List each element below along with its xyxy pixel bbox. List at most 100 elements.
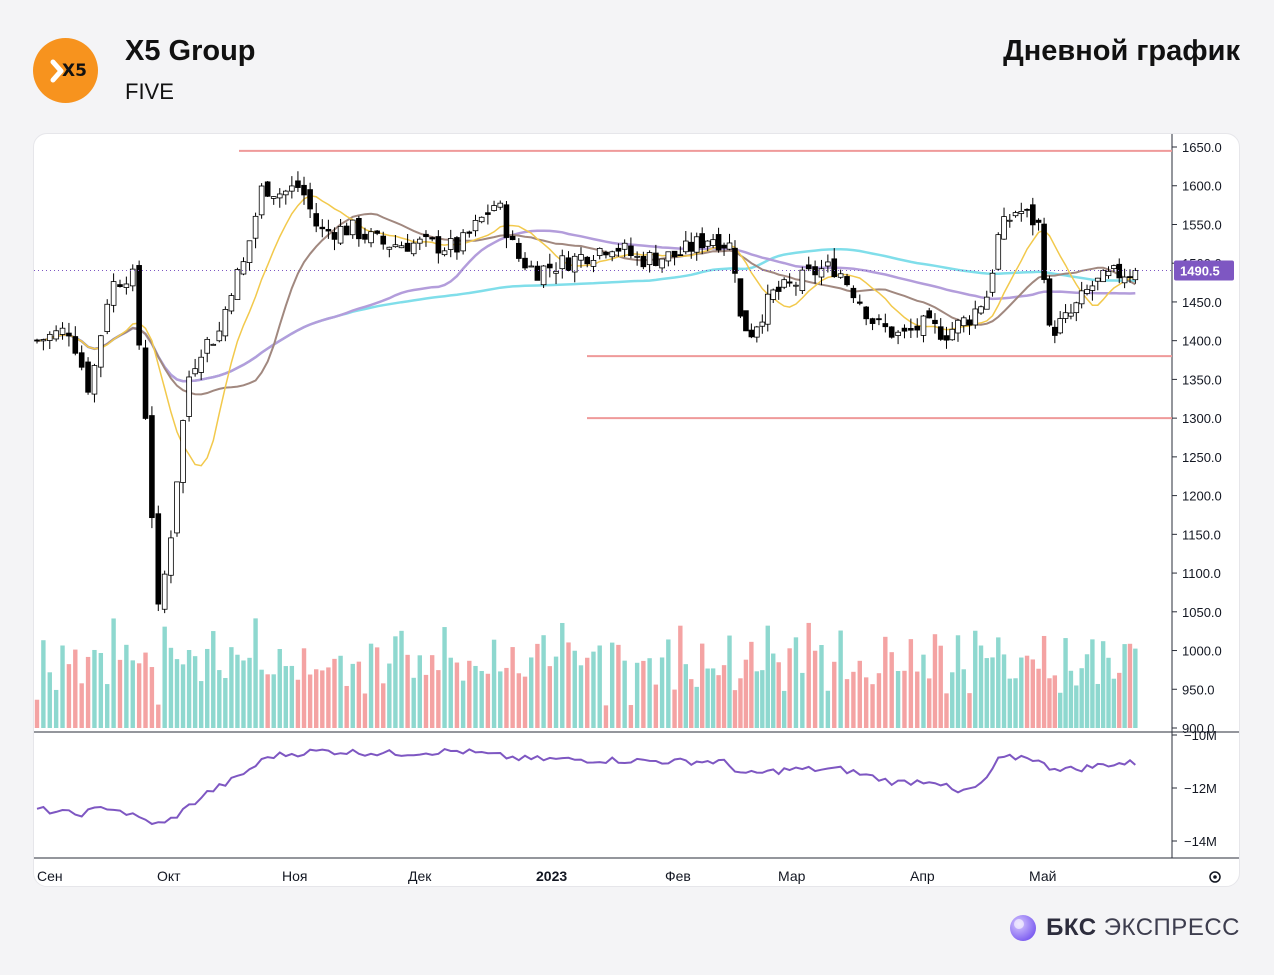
volume-bar bbox=[876, 673, 882, 728]
candle-body bbox=[362, 233, 368, 240]
volume-bar bbox=[832, 661, 837, 728]
last-price-badge bbox=[1174, 260, 1234, 281]
candle-body bbox=[949, 328, 956, 341]
volume-bar bbox=[541, 635, 546, 728]
candle-body bbox=[155, 513, 162, 605]
volume-bar bbox=[92, 649, 97, 728]
candle-body bbox=[646, 252, 653, 266]
candle-body bbox=[1132, 270, 1139, 281]
volume-bar bbox=[105, 684, 110, 728]
settings-gear-center[interactable] bbox=[1213, 875, 1217, 879]
candle-body bbox=[805, 264, 812, 270]
header: X5 X5 Group FIVE Дневной график bbox=[0, 0, 1274, 130]
y-tick-label: 1200.0 bbox=[1182, 489, 1222, 504]
volume-bar bbox=[678, 625, 683, 728]
volume-bar bbox=[356, 661, 362, 728]
candle-body bbox=[368, 231, 374, 244]
candle-body bbox=[1024, 208, 1030, 211]
volume-bar bbox=[1036, 668, 1041, 728]
candle-body bbox=[715, 234, 722, 251]
candle-body bbox=[863, 306, 869, 320]
y-tick-label: 1250.0 bbox=[1182, 450, 1222, 465]
candle-body bbox=[754, 326, 760, 338]
volume-bar bbox=[205, 648, 210, 728]
volume-bar bbox=[793, 637, 799, 728]
candle-body bbox=[571, 255, 578, 273]
volume-bar bbox=[307, 674, 313, 728]
volume-bar bbox=[217, 670, 222, 728]
candle-body bbox=[596, 247, 603, 256]
chart-panel[interactable]: 1650.01600.01550.01500.01450.01400.01350… bbox=[33, 133, 1240, 887]
candle-body bbox=[337, 225, 344, 244]
volume-bar bbox=[863, 677, 869, 728]
volume-bar bbox=[967, 693, 972, 728]
candle-body bbox=[180, 420, 186, 483]
candle-body bbox=[1089, 285, 1096, 291]
volume-bar bbox=[710, 668, 716, 728]
y-tick-label: 950.0 bbox=[1182, 682, 1215, 697]
candle-body bbox=[943, 335, 950, 341]
volume-bar bbox=[1074, 685, 1079, 728]
candle-body bbox=[168, 537, 174, 576]
volume-bar bbox=[672, 689, 677, 728]
volume-bar bbox=[743, 659, 749, 728]
volume-bar bbox=[326, 667, 331, 728]
volume-bar bbox=[1068, 670, 1074, 728]
candle-body bbox=[743, 310, 749, 332]
candle-body bbox=[78, 352, 85, 368]
volume-bar bbox=[381, 683, 386, 728]
candle-body bbox=[688, 241, 695, 252]
volume-bar bbox=[485, 673, 491, 728]
candle-body bbox=[937, 326, 944, 340]
candle-body bbox=[491, 205, 497, 211]
volume-bar bbox=[1100, 641, 1106, 728]
volume-bar bbox=[295, 679, 301, 728]
candle-body bbox=[856, 301, 863, 304]
candle-body bbox=[174, 481, 180, 534]
volume-bar bbox=[978, 645, 984, 728]
volume-bar bbox=[136, 663, 142, 728]
candle-body bbox=[349, 219, 356, 236]
candle-body bbox=[1111, 265, 1117, 269]
settings-gear-icon[interactable] bbox=[1209, 871, 1221, 883]
volume-bar bbox=[168, 647, 174, 728]
candle-body bbox=[516, 242, 522, 259]
candle-body bbox=[404, 242, 411, 252]
candle-body bbox=[732, 247, 738, 274]
volume-bar bbox=[198, 681, 204, 728]
candle-body bbox=[392, 244, 399, 248]
volume-bar bbox=[800, 672, 805, 728]
candle-body bbox=[966, 319, 973, 326]
candle-body bbox=[276, 193, 283, 199]
candle-body bbox=[609, 251, 615, 258]
volume-bar bbox=[547, 666, 552, 728]
candle-body bbox=[460, 232, 466, 252]
candle-body bbox=[319, 226, 326, 230]
volume-bar bbox=[1047, 678, 1052, 728]
candle-body bbox=[1018, 211, 1025, 214]
candle-body bbox=[1030, 204, 1036, 226]
price-chart[interactable]: 1650.01600.01550.01500.01450.01400.01350… bbox=[34, 134, 1239, 886]
candle-body bbox=[1068, 312, 1074, 317]
candle-body bbox=[478, 216, 485, 223]
volume-bar bbox=[362, 693, 368, 728]
volume-bar bbox=[98, 652, 104, 728]
candle-body bbox=[210, 343, 217, 346]
candle-body bbox=[447, 238, 454, 250]
volume-bar bbox=[578, 665, 584, 728]
candle-body bbox=[416, 238, 423, 244]
candle-body bbox=[228, 295, 235, 312]
volume-bar bbox=[666, 639, 671, 728]
candle-body bbox=[978, 306, 984, 314]
volume-bar bbox=[908, 639, 914, 728]
volume-bar bbox=[241, 660, 246, 728]
volume-bar bbox=[467, 660, 472, 728]
volume-bar bbox=[510, 647, 515, 728]
volume-bar bbox=[1127, 643, 1133, 728]
volume-bar bbox=[889, 652, 894, 728]
volume-bar bbox=[870, 684, 875, 728]
candle-body bbox=[435, 236, 442, 254]
y-tick-label: 1550.0 bbox=[1182, 217, 1222, 232]
volume-bar bbox=[393, 636, 398, 728]
candle-body bbox=[628, 245, 634, 256]
